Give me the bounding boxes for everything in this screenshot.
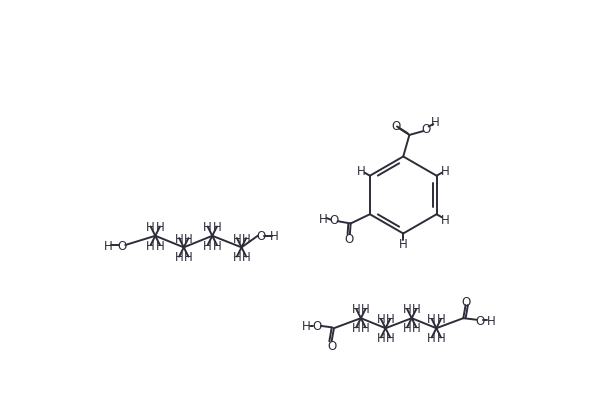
Text: H: H	[361, 321, 370, 334]
Text: H: H	[184, 250, 193, 263]
Text: H: H	[213, 221, 221, 233]
Text: H: H	[318, 212, 327, 225]
Text: H: H	[203, 221, 212, 233]
Text: H: H	[352, 321, 361, 334]
Text: H: H	[441, 213, 449, 226]
Text: H: H	[386, 331, 395, 344]
Text: H: H	[104, 239, 113, 252]
Text: O: O	[312, 320, 322, 332]
Text: H: H	[412, 303, 421, 316]
Text: H: H	[386, 313, 395, 326]
Text: H: H	[403, 321, 411, 334]
Text: H: H	[242, 232, 250, 245]
Text: H: H	[403, 303, 411, 316]
Text: H: H	[352, 303, 361, 316]
Text: O: O	[461, 295, 470, 308]
Text: H: H	[146, 239, 155, 252]
Text: H: H	[399, 237, 408, 250]
Text: O: O	[391, 120, 400, 133]
Text: H: H	[156, 221, 164, 233]
Text: H: H	[377, 313, 385, 326]
Text: H: H	[184, 232, 193, 245]
Text: H: H	[427, 313, 436, 326]
Text: H: H	[175, 232, 184, 245]
Text: H: H	[146, 221, 155, 233]
Text: O: O	[422, 123, 431, 136]
Text: H: H	[357, 165, 365, 178]
Text: H: H	[487, 314, 495, 327]
Text: H: H	[361, 303, 370, 316]
Text: H: H	[302, 320, 311, 332]
Text: O: O	[327, 339, 336, 352]
Text: H: H	[242, 250, 250, 263]
Text: H: H	[213, 239, 221, 252]
Text: O: O	[476, 314, 485, 327]
Text: H: H	[437, 313, 445, 326]
Text: H: H	[437, 331, 445, 344]
Text: O: O	[256, 230, 265, 243]
Text: H: H	[175, 250, 184, 263]
Text: O: O	[117, 239, 127, 252]
Text: O: O	[329, 214, 339, 227]
Text: H: H	[412, 321, 421, 334]
Text: H: H	[232, 250, 241, 263]
Text: H: H	[203, 239, 212, 252]
Text: H: H	[431, 115, 440, 128]
Text: H: H	[156, 239, 164, 252]
Text: H: H	[377, 331, 385, 344]
Text: H: H	[441, 165, 449, 178]
Text: H: H	[270, 230, 279, 243]
Text: H: H	[232, 232, 241, 245]
Text: O: O	[344, 233, 354, 246]
Text: H: H	[427, 331, 436, 344]
